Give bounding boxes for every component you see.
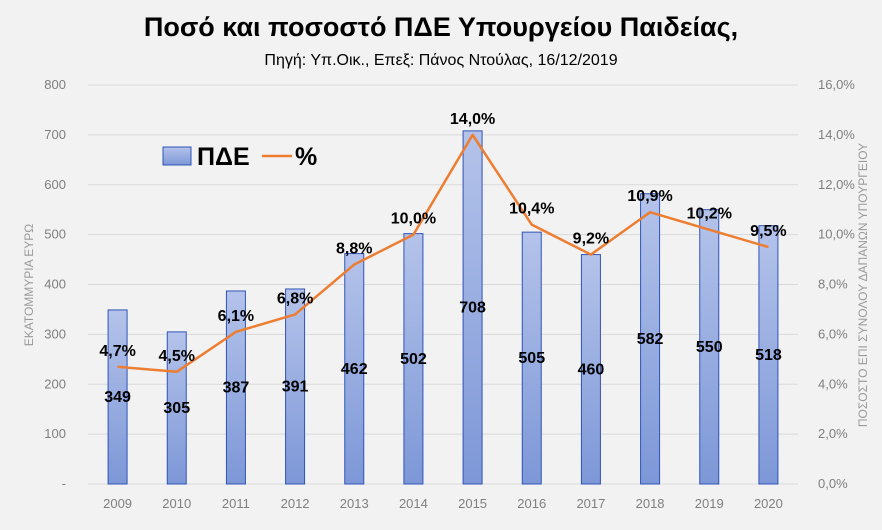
percent-value-label: 6,1% bbox=[218, 308, 254, 325]
x-tick-label: 2009 bbox=[103, 496, 132, 511]
y2-tick-label: 14,0% bbox=[818, 127, 855, 142]
percent-value-label: 9,2% bbox=[573, 231, 609, 248]
legend-label-bars: ΠΔΕ bbox=[197, 143, 250, 171]
x-tick-label: 2010 bbox=[162, 496, 191, 511]
bar-value-label: 305 bbox=[163, 400, 190, 417]
bar bbox=[462, 130, 483, 485]
y-tick-label: - bbox=[62, 476, 66, 491]
bar-value-label: 391 bbox=[282, 378, 309, 395]
y2-tick-label: 8,0% bbox=[818, 277, 848, 292]
bar bbox=[107, 309, 128, 485]
bar bbox=[521, 231, 542, 485]
x-tick-label: 2015 bbox=[458, 496, 487, 511]
chart-subtitle: Πηγή: Υπ.Οικ., Επεξ: Πάνος Ντούλας, 16/1… bbox=[264, 52, 618, 69]
x-tick-label: 2016 bbox=[517, 496, 546, 511]
legend: ΠΔΕ % bbox=[162, 143, 317, 171]
percent-value-label: 10,0% bbox=[391, 211, 436, 228]
gridlines bbox=[88, 84, 798, 485]
y2-axis-title: ΠΟΣΟΣΤΟ ΕΠΙ ΣΥΝΟΛΟΥ ΔΑΠΑΝΩΝ ΥΠΟΥΡΓΕΙΟΥ bbox=[856, 143, 870, 427]
y2-tick-label: 10,0% bbox=[818, 227, 855, 242]
bar-value-label: 502 bbox=[400, 351, 427, 368]
y2-tick-label: 4,0% bbox=[818, 376, 848, 391]
y2-tick-label: 12,0% bbox=[818, 177, 855, 192]
percent-value-label: 4,7% bbox=[99, 343, 135, 360]
percent-value-label: 14,0% bbox=[450, 111, 495, 128]
bar-value-label: 582 bbox=[637, 331, 664, 348]
y2-tick-label: 6,0% bbox=[818, 326, 848, 341]
percent-value-label: 10,4% bbox=[509, 201, 554, 218]
x-tick-label: 2014 bbox=[399, 496, 428, 511]
bar bbox=[699, 209, 720, 485]
x-tick-label: 2012 bbox=[281, 496, 310, 511]
bar bbox=[758, 225, 779, 485]
bar-value-label: 349 bbox=[104, 389, 131, 406]
y2-tick-label: 16,0% bbox=[818, 77, 855, 92]
y-tick-label: 300 bbox=[44, 326, 66, 341]
x-tick-label: 2017 bbox=[576, 496, 605, 511]
bar-value-label: 387 bbox=[223, 379, 250, 396]
y-tick-label: 600 bbox=[44, 177, 66, 192]
percent-value-label: 6,8% bbox=[277, 290, 313, 307]
y-tick-label: 400 bbox=[44, 277, 66, 292]
y2-tick-label: 2,0% bbox=[818, 426, 848, 441]
bar-value-label: 460 bbox=[578, 361, 605, 378]
y-axis-left: - 100 200 300 400 500 600 700 800 bbox=[44, 77, 66, 491]
bar-value-label: 550 bbox=[696, 339, 723, 356]
percent-value-label: 10,2% bbox=[687, 206, 732, 223]
x-tick-label: 2019 bbox=[695, 496, 724, 511]
x-tick-label: 2011 bbox=[222, 496, 250, 511]
bar bbox=[640, 193, 661, 485]
bar-value-label: 708 bbox=[459, 299, 486, 316]
percent-value-label: 9,5% bbox=[750, 223, 786, 240]
bar-value-label: 505 bbox=[518, 350, 545, 367]
y-axis-right: 0,0% 2,0% 4,0% 6,0% 8,0% 10,0% 12,0% 14,0% 16,0% bbox=[818, 77, 855, 491]
y-tick-label: 700 bbox=[44, 127, 66, 142]
data-labels: 349 305 387 391 462 502 708 505 460 582 550 518 4,7%… bbox=[99, 111, 786, 417]
x-axis: 2009 2010 2011 2012 2013 2014 2015 2016 2017 2018… bbox=[103, 496, 783, 511]
y-tick-label: 200 bbox=[44, 376, 66, 391]
x-tick-label: 2020 bbox=[754, 496, 783, 511]
y2-tick-label: 0,0% bbox=[818, 476, 848, 491]
percent-value-label: 10,9% bbox=[627, 188, 672, 205]
legend-swatch-bars bbox=[162, 146, 192, 166]
y-tick-label: 500 bbox=[44, 227, 66, 242]
bar-value-label: 518 bbox=[755, 347, 782, 364]
bar-value-label: 462 bbox=[341, 361, 368, 378]
percent-line bbox=[117, 133, 769, 374]
y-tick-label: 800 bbox=[44, 77, 66, 92]
legend-label-line: % bbox=[295, 143, 317, 171]
chart-title: Ποσό και ποσοστό ΠΔΕ Υπουργείου Παιδείας… bbox=[143, 12, 739, 42]
percent-value-label: 4,5% bbox=[159, 348, 195, 365]
bar bbox=[225, 290, 246, 485]
bar bbox=[344, 253, 365, 485]
bar bbox=[285, 288, 306, 485]
y-tick-label: 100 bbox=[44, 426, 66, 441]
x-tick-label: 2018 bbox=[636, 496, 665, 511]
y-axis-title: ΕΚΑΤΟΜΜΥΡΙΑ ΕΥΡΩ bbox=[22, 224, 36, 347]
line-series bbox=[117, 133, 769, 374]
percent-value-label: 8,8% bbox=[336, 241, 372, 258]
x-tick-label: 2013 bbox=[340, 496, 369, 511]
